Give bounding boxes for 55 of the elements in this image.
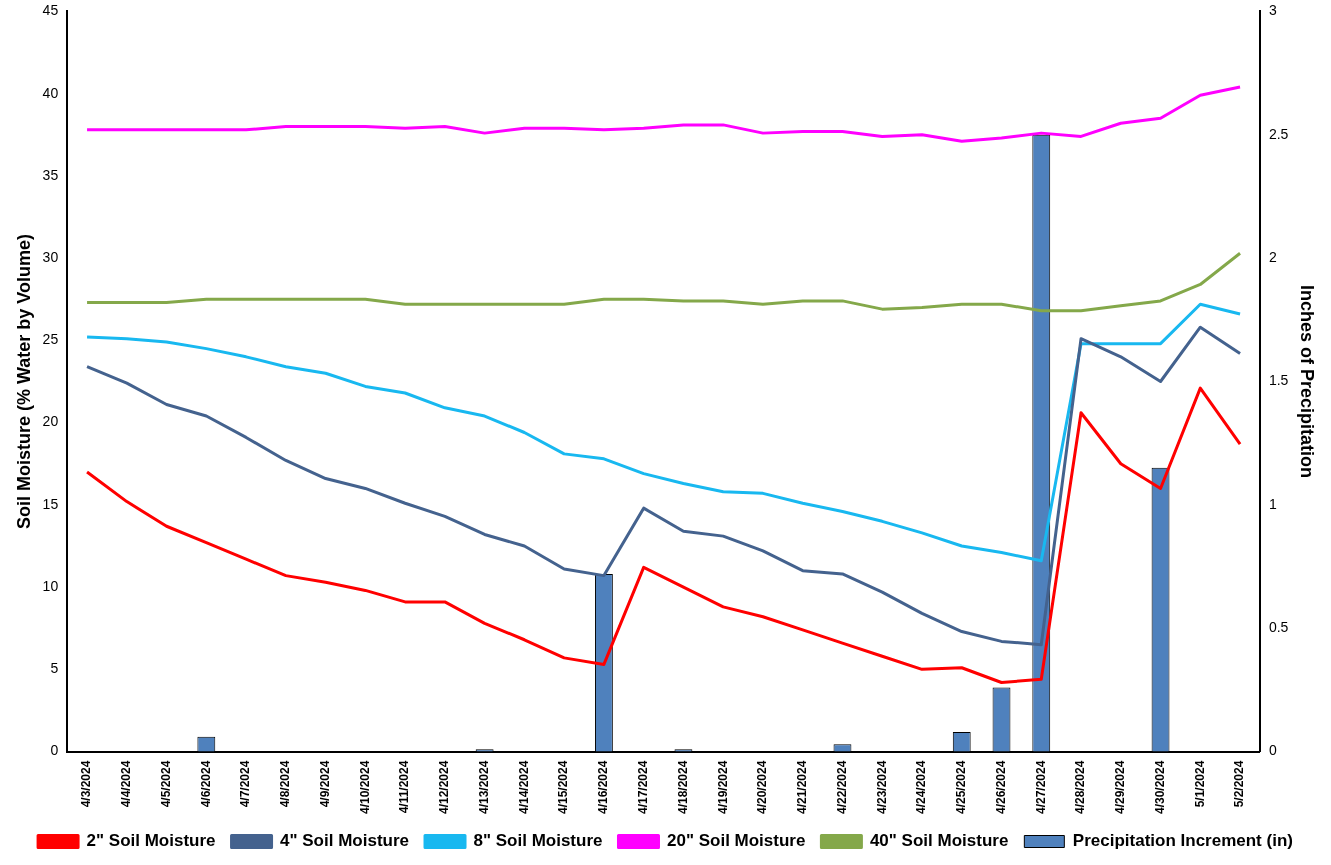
x-tick-label: 4/25/2024 bbox=[954, 760, 969, 815]
y2-axis-title: Inches of Precipitation bbox=[1297, 284, 1318, 479]
x-tick-label: 4/26/2024 bbox=[993, 760, 1008, 815]
x-tick-label: 4/22/2024 bbox=[834, 760, 849, 815]
y-tick-label: 10 bbox=[42, 577, 59, 594]
y-tick-label: 40 bbox=[42, 84, 59, 101]
y-tick-label: 30 bbox=[42, 249, 59, 265]
x-tick-label: 4/11/2024 bbox=[397, 760, 412, 814]
x-tick-label: 4/7/2024 bbox=[238, 760, 253, 808]
y-tick-label: 25 bbox=[42, 331, 59, 348]
x-tick-label: 4/24/2024 bbox=[914, 760, 929, 815]
x-tick-label: 4/16/2024 bbox=[596, 760, 611, 815]
y-axis-title: Soil Moisture (% Water by Volume) bbox=[13, 233, 34, 530]
x-tick-label: 4/18/2024 bbox=[675, 760, 690, 815]
x-tick-label: 4/6/2024 bbox=[198, 760, 213, 808]
y-tick-label: 5 bbox=[50, 660, 59, 677]
x-tick-label: 4/4/2024 bbox=[119, 760, 134, 808]
x-tick-label: 4/10/2024 bbox=[357, 760, 372, 815]
x-tick-label: 4/23/2024 bbox=[874, 760, 889, 815]
y-tick-label: 20 bbox=[42, 413, 59, 430]
legend-label: 40" Soil Moisture bbox=[869, 831, 1009, 851]
x-tick-label: 4/28/2024 bbox=[1073, 760, 1088, 815]
x-tick-label: 4/8/2024 bbox=[278, 760, 293, 808]
x-tick-label: 5/2/2024 bbox=[1232, 760, 1247, 808]
x-tick-label: 4/20/2024 bbox=[755, 760, 770, 815]
legend-label: 8" Soil Moisture bbox=[473, 831, 603, 851]
y2-tick-label: 2 bbox=[1268, 249, 1277, 265]
x-tick-label: 4/13/2024 bbox=[476, 760, 491, 815]
legend-label: Precipitation Increment (in) bbox=[1072, 831, 1293, 851]
x-tick-label: 4/19/2024 bbox=[715, 760, 730, 815]
y2-tick-label: 1 bbox=[1268, 495, 1277, 512]
x-tick-label: 4/17/2024 bbox=[635, 760, 650, 815]
y-tick-label: 45 bbox=[42, 2, 59, 19]
legend-label: 20" Soil Moisture bbox=[666, 831, 806, 851]
x-tick-label: 4/15/2024 bbox=[556, 760, 571, 815]
x-tick-label: 4/14/2024 bbox=[516, 760, 531, 815]
x-tick-label: 4/3/2024 bbox=[79, 760, 94, 808]
y-tick-label: 35 bbox=[42, 166, 59, 183]
y-tick-label: 15 bbox=[42, 495, 59, 512]
y2-tick-label: 0.5 bbox=[1268, 619, 1289, 636]
y2-tick-label: 0 bbox=[1268, 742, 1277, 759]
x-tick-label: 4/30/2024 bbox=[1152, 760, 1167, 815]
x-tick-label: 5/1/2024 bbox=[1192, 760, 1207, 808]
y2-tick-label: 3 bbox=[1268, 2, 1277, 19]
legend-label: 2" Soil Moisture bbox=[86, 831, 216, 851]
y2-tick-label: 1.5 bbox=[1268, 372, 1289, 389]
x-tick-label: 4/9/2024 bbox=[317, 760, 332, 808]
y2-tick-label: 2.5 bbox=[1268, 125, 1289, 142]
x-tick-label: 4/27/2024 bbox=[1033, 760, 1048, 815]
x-tick-label: 4/12/2024 bbox=[437, 760, 452, 815]
legend-label: 4" Soil Moisture bbox=[280, 831, 410, 851]
x-tick-label: 4/21/2024 bbox=[795, 760, 810, 815]
x-tick-label: 4/5/2024 bbox=[158, 760, 173, 808]
y-tick-label: 0 bbox=[50, 742, 59, 759]
x-tick-label: 4/29/2024 bbox=[1113, 760, 1128, 815]
